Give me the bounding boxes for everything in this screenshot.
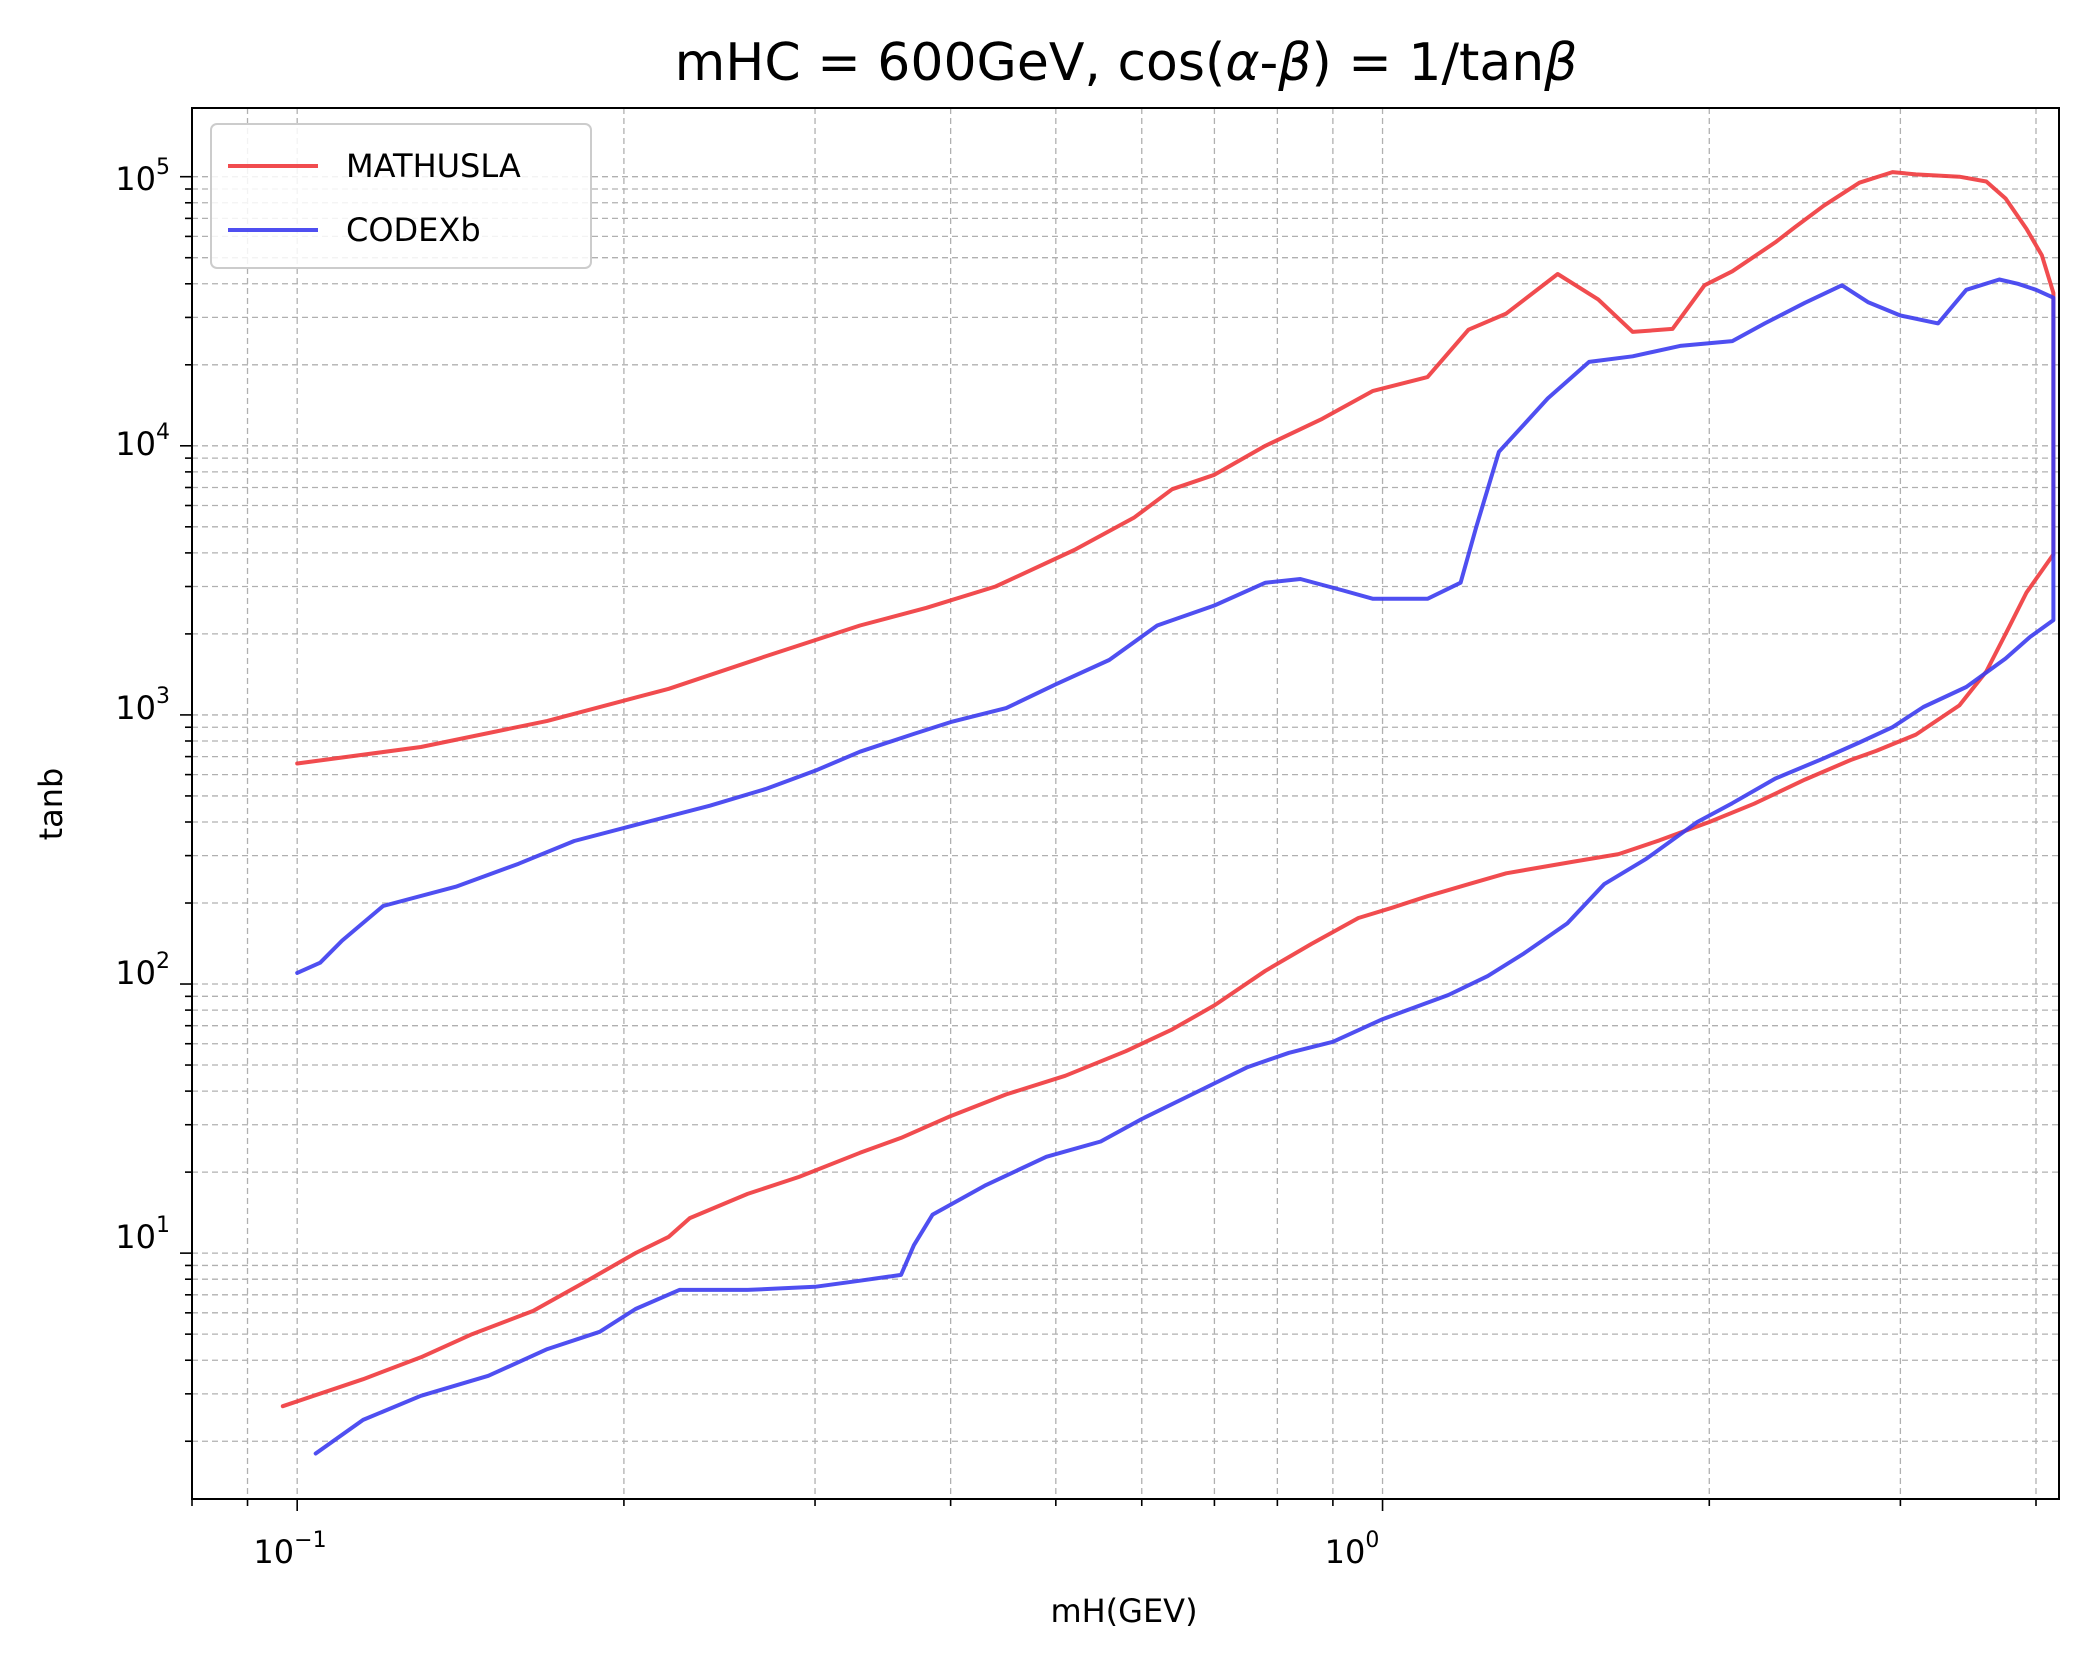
y-tick-label-5: 105 [115, 155, 170, 198]
y-tick-label-2: 102 [115, 949, 170, 992]
series-lines [280, 170, 2056, 1456]
x-tick-label-1: 100 [1325, 1528, 1380, 1571]
x-axis-label: mH(GEV) [1050, 1592, 1197, 1630]
y-tick-label-1: 101 [115, 1213, 170, 1256]
axis-ticks [180, 175, 2037, 1511]
y-tick-label-4: 104 [115, 420, 170, 463]
x-tick-label-0: 10−1 [253, 1528, 326, 1571]
chart-title: mHC = 600GeV, cos(α-β) = 1/tanβ [675, 33, 1578, 93]
series-line-codexb [295, 277, 2056, 1456]
legend: MATHUSLA CODEXb [210, 123, 592, 269]
title-beta-2: β [1543, 33, 1577, 93]
title-beta: β [1277, 33, 1311, 93]
series-line-mathusla [280, 170, 2056, 1409]
y-axis-label: tanb [32, 768, 70, 841]
axes-frame [191, 107, 2060, 1500]
legend-label-codexb: CODEXb [346, 211, 481, 249]
plot-area [192, 108, 2059, 1499]
y-tick-label-3: 103 [115, 684, 170, 727]
title-alpha: α [1225, 33, 1259, 93]
legend-label-mathusla: MATHUSLA [346, 147, 521, 185]
